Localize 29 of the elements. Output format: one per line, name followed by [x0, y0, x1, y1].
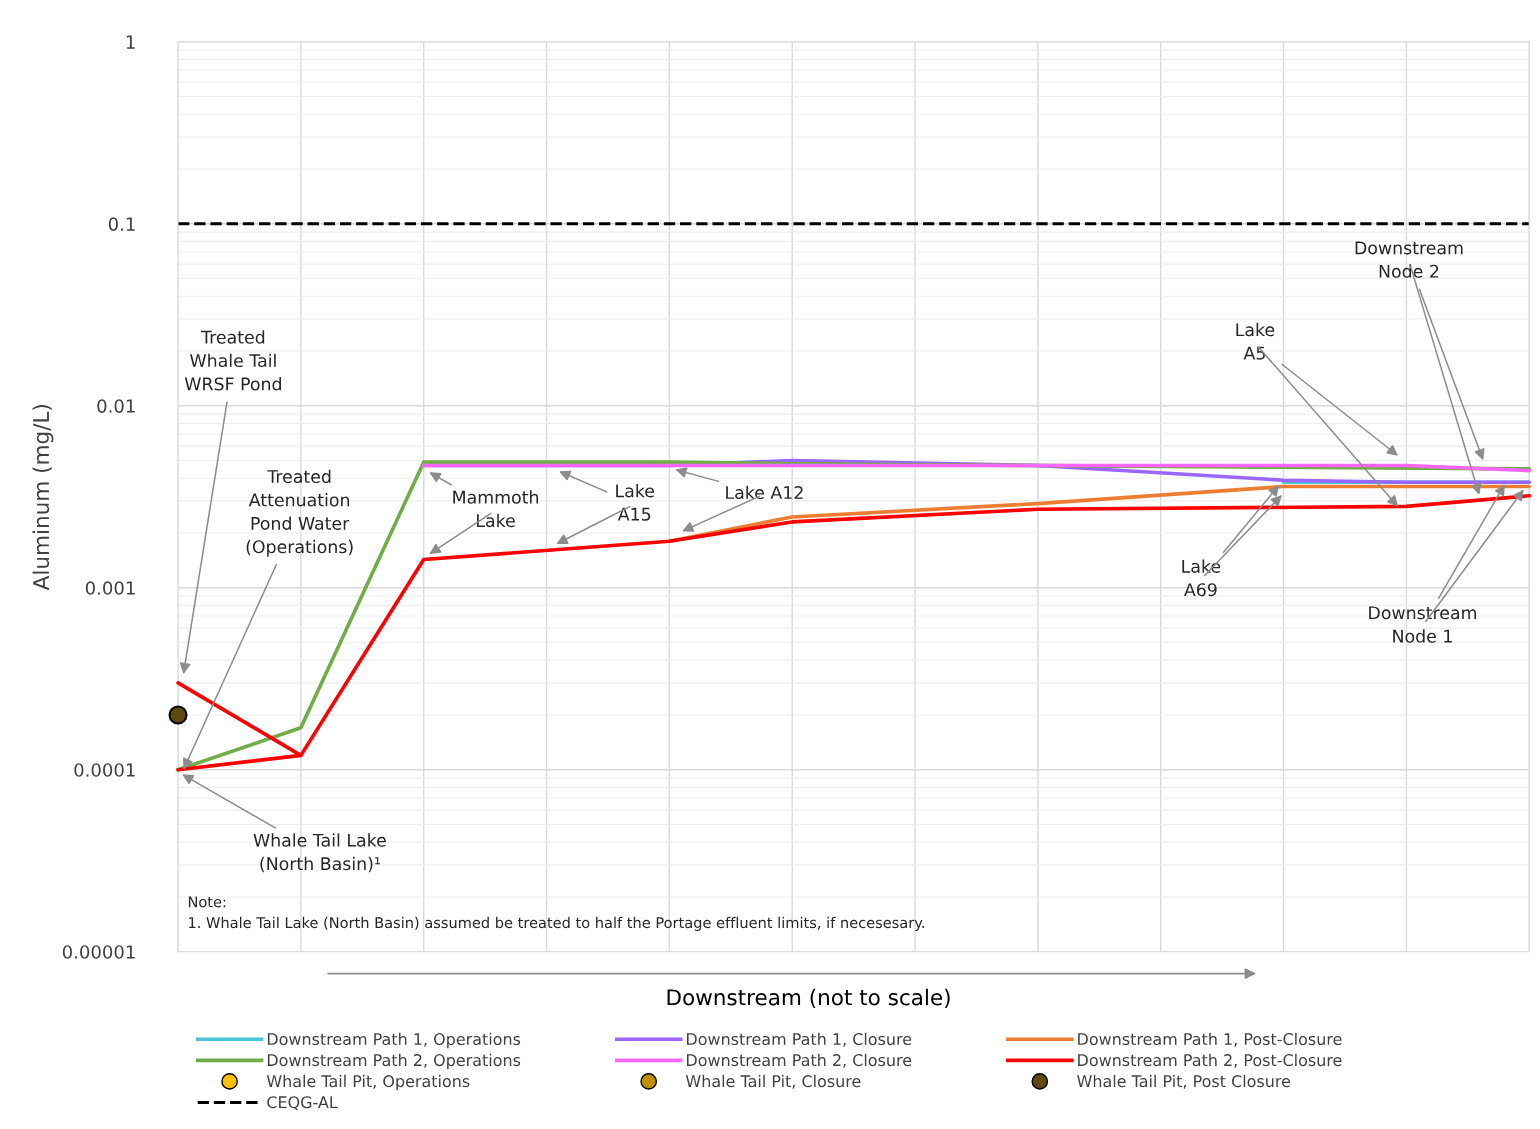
- y-tick-label: 0.00001: [62, 945, 135, 959]
- annotation: Treated Whale Tail WRSF Pond: [184, 330, 281, 391]
- legend-label: Downstream Path 2, Post-Closure: [1078, 1053, 1342, 1068]
- legend-label: Whale Tail Pit, Post Closure: [1077, 1074, 1291, 1089]
- y-tick-label: 1: [126, 35, 135, 49]
- annotation: Downstream Node 2: [1355, 241, 1463, 278]
- y-tick-label: 0.1: [108, 217, 135, 231]
- y-tick-label: 0.0001: [74, 763, 135, 777]
- legend-label: Whale Tail Pit, Operations: [266, 1074, 470, 1091]
- legend-label: CEQG-AL: [267, 1096, 338, 1111]
- annotation: Downstream Node 1: [1369, 606, 1477, 643]
- annotation: Mammoth Lake: [453, 490, 539, 528]
- annotation: Note: 1. Whale Tail Lake (North Basin) assumed be treated to half the Portage effluent limits, if necesesary.: [188, 896, 924, 931]
- legend-label: Whale Tail Pit, Closure: [685, 1074, 861, 1089]
- legend-label: Downstream Path 1, Operations: [267, 1032, 521, 1049]
- legend-label: Downstream Path 2, Closure: [687, 1053, 912, 1068]
- y-tick-label: 0.01: [97, 399, 135, 413]
- annotation: Treated Attenuation Pond Water (Operations): [246, 469, 353, 557]
- annotation: Whale Tail Lake (North Basin)¹: [253, 833, 386, 873]
- y-axis-title: Aluminum (mg/L): [32, 405, 54, 591]
- legend-label: Downstream Path 1, Post-Closure: [1078, 1032, 1342, 1047]
- annotation: Lake A15: [616, 483, 655, 521]
- y-tick-label: 0.001: [85, 581, 135, 595]
- annotation: Lake A69: [1182, 559, 1221, 597]
- annotation: Lake A12: [726, 485, 803, 500]
- annotation: Lake A5: [1236, 322, 1275, 360]
- legend-label: Downstream Path 1, Closure: [687, 1032, 912, 1047]
- legend-label: Downstream Path 2, Operations: [267, 1053, 521, 1070]
- x-axis-title: Downstream (not to scale): [667, 988, 950, 1008]
